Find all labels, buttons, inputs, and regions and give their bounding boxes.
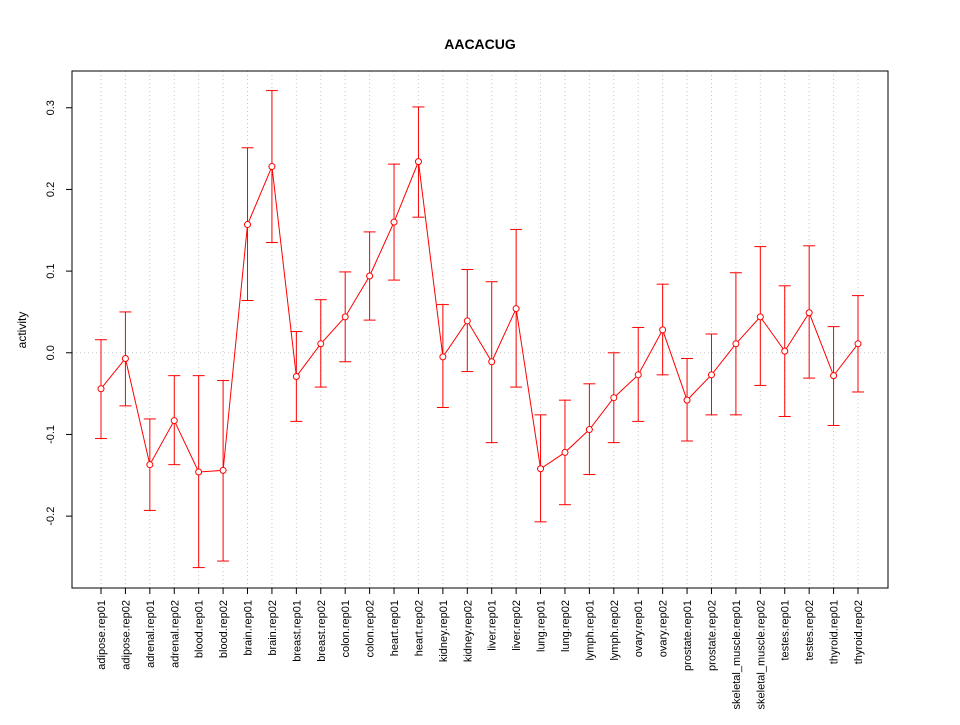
data-point (707, 371, 715, 379)
data-point (121, 354, 129, 362)
x-tick-label: liver.rep01 (487, 600, 499, 651)
data-point (170, 417, 178, 425)
x-tick-label: adipose.rep01 (96, 600, 108, 670)
data-point (146, 461, 154, 469)
data-point (97, 385, 105, 393)
data-point (414, 158, 422, 166)
x-tick-label: blood.rep01 (194, 600, 206, 658)
x-tick-label: kidney.rep02 (462, 600, 474, 662)
x-tick-label: lymph.rep02 (609, 600, 621, 661)
y-tick-label: 0.2 (45, 182, 57, 197)
data-point (488, 358, 496, 366)
x-tick-label: thyroid.rep01 (829, 600, 841, 664)
x-tick-label: breast.rep01 (291, 600, 303, 662)
data-point (659, 326, 667, 334)
y-tick-label: 0.1 (45, 263, 57, 278)
y-tick-label: 0.0 (45, 345, 57, 360)
x-tick-label: blood.rep02 (218, 600, 230, 658)
x-tick-label: liver.rep02 (511, 600, 523, 651)
data-point (195, 468, 203, 476)
data-point (854, 340, 862, 348)
y-axis-label: activity (15, 312, 29, 349)
x-tick-label: adipose.rep02 (120, 600, 132, 670)
data-point (317, 340, 325, 348)
grid (72, 71, 888, 588)
data-point (756, 313, 764, 321)
x-tick-label: colon.rep01 (340, 600, 352, 658)
data-point (732, 340, 740, 348)
y-axis: -0.2 -0.1 0.0 0.1 0.2 0.3 (45, 100, 73, 526)
x-tick-label: breast.rep02 (316, 600, 328, 662)
x-tick-label: lung.rep02 (560, 600, 572, 652)
data-point (561, 448, 569, 456)
data-point (463, 317, 471, 325)
data-point (366, 272, 374, 280)
x-tick-label: skeletal_muscle.rep01 (731, 600, 743, 709)
x-tick-label: thyroid.rep02 (853, 600, 865, 664)
y-tick-label: 0.3 (45, 100, 57, 115)
data-point (512, 305, 520, 313)
data-point (634, 371, 642, 379)
x-tick-label: ovary.rep01 (633, 600, 645, 657)
series-line (100, 159, 859, 473)
y-tick-label: -0.1 (45, 425, 57, 444)
data-point (683, 396, 691, 404)
x-tick-label: lung.rep01 (536, 600, 548, 652)
y-tick-label: -0.2 (45, 507, 57, 526)
x-tick-label: skeletal_muscle.rep02 (755, 600, 767, 709)
x-tick-label: kidney.rep01 (438, 600, 450, 662)
x-tick-label: brain.rep02 (267, 600, 279, 656)
x-tick-label: colon.rep02 (365, 600, 377, 658)
x-tick-label: brain.rep01 (243, 600, 255, 656)
data-point (805, 309, 813, 317)
data-point (781, 347, 789, 355)
x-axis: adipose.rep01 adipose.rep02 adrenal.rep01 a… (96, 587, 865, 709)
data-point (219, 466, 227, 474)
x-tick-label: adrenal.rep01 (145, 600, 157, 668)
data-point (268, 163, 276, 171)
data-point (292, 372, 300, 380)
x-tick-label: adrenal.rep02 (169, 600, 181, 668)
x-tick-label: heart.rep02 (413, 600, 425, 656)
plot-frame (71, 70, 889, 589)
data-point (439, 353, 447, 361)
data-point (244, 221, 252, 229)
data-point (537, 465, 545, 473)
data-point (610, 394, 618, 402)
x-tick-label: ovary.rep02 (658, 600, 670, 657)
x-tick-label: testes.rep01 (780, 600, 792, 661)
x-tick-label: heart.rep01 (389, 600, 401, 656)
data-point (341, 313, 349, 321)
x-tick-label: prostate.rep01 (682, 600, 694, 671)
series (95, 90, 864, 569)
x-tick-label: prostate.rep02 (706, 600, 718, 671)
data-point (830, 372, 838, 380)
data-point (390, 218, 398, 226)
x-tick-label: testes.rep02 (804, 600, 816, 661)
chart-title: AACACUG (444, 36, 516, 52)
data-point (585, 426, 593, 434)
x-tick-label: lymph.rep01 (584, 600, 596, 661)
